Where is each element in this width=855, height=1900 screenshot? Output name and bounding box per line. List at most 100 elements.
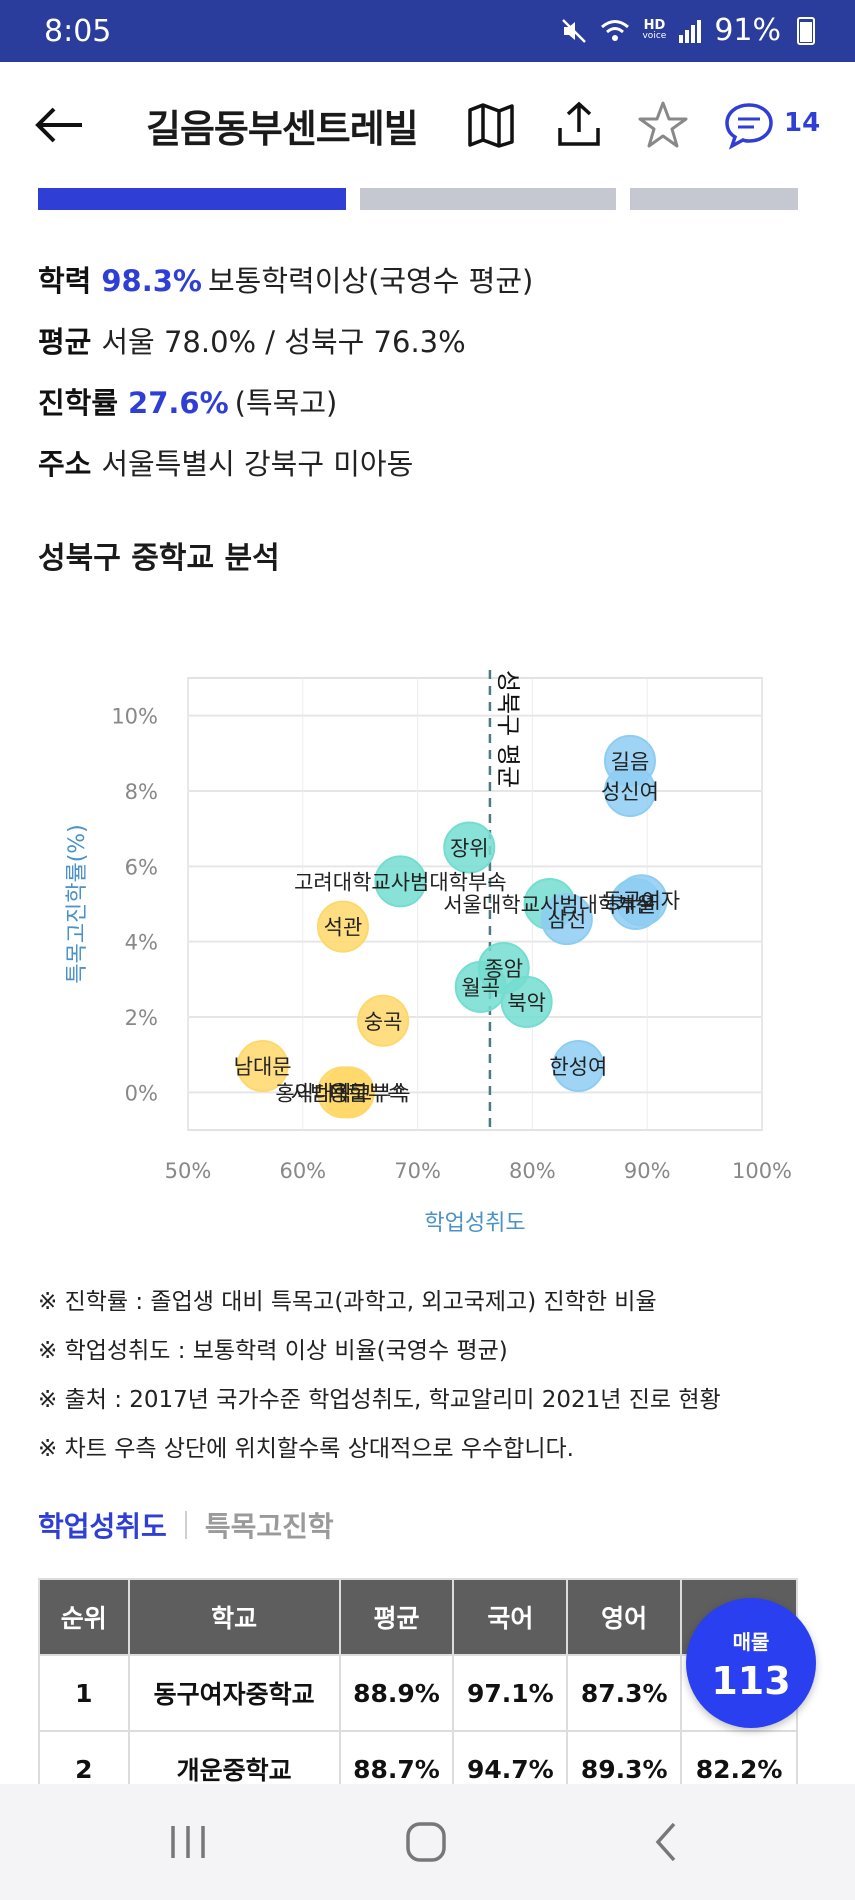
- header-korean: 국어: [452, 1578, 569, 1656]
- fab-label: 매물: [732, 1630, 770, 1654]
- info-academic: 학력 98.3% 보통학력이상(국영수 평균): [38, 258, 533, 300]
- data-point: [357, 994, 410, 1047]
- tab-special-school[interactable]: 특목고진학: [204, 1510, 334, 1543]
- fab-count: 113: [711, 1659, 791, 1703]
- data-point: [540, 893, 593, 946]
- info-admission-value: 27.6%: [128, 386, 229, 420]
- share-button[interactable]: [554, 100, 604, 150]
- home-icon: [406, 1822, 446, 1862]
- status-time: 8:05: [44, 14, 112, 49]
- favorite-button[interactable]: [638, 100, 688, 150]
- voice-label: voice: [642, 30, 667, 41]
- note-source: ※ 출처 : 2017년 국가수준 학업성취도, 학교알리미 2021년 진로 …: [38, 1387, 721, 1413]
- tab-separator: [184, 1511, 187, 1539]
- data-point-label: 월곡: [461, 976, 500, 1000]
- battery-icon: [797, 16, 815, 45]
- system-back-button[interactable]: [636, 1814, 696, 1870]
- data-point: [322, 1066, 375, 1119]
- info-address-key: 주소: [38, 447, 92, 481]
- data-point: [443, 821, 496, 874]
- comments-button[interactable]: [724, 100, 774, 150]
- data-point-label: 서울대학교사범대학부설: [443, 893, 656, 917]
- y-tick-label: 4%: [125, 931, 158, 955]
- x-tick-label: 100%: [732, 1159, 792, 1183]
- data-point-label: 북악: [507, 991, 546, 1015]
- tab-selected[interactable]: [38, 188, 346, 210]
- y-axis-label: 특목고진학률(%): [65, 824, 90, 984]
- data-point-label: 삼선: [548, 908, 587, 932]
- data-point-label: 숭곡: [364, 1010, 403, 1034]
- chevron-left-icon: [655, 1822, 676, 1862]
- info-academic-desc: 보통학력이상(국영수 평균): [207, 264, 534, 298]
- home-button[interactable]: [396, 1814, 456, 1870]
- table-header-row: 순위 학교 평균 국어 영어: [38, 1578, 798, 1656]
- x-tick-label: 60%: [279, 1159, 326, 1183]
- back-arrow-icon: [35, 107, 82, 143]
- note-chart-hint: ※ 차트 우측 상단에 위치할수록 상대적으로 우수합니다.: [38, 1436, 574, 1462]
- data-point-label: 동구여자: [603, 889, 680, 913]
- cell-average: 88.9%: [338, 1654, 455, 1732]
- info-average: 평균 서울 78.0% / 성북구 76.3%: [38, 319, 466, 361]
- info-academic-key: 학력: [38, 264, 92, 298]
- recent-apps-button[interactable]: [158, 1814, 218, 1870]
- info-average-desc: 서울 78.0% / 성북구 76.3%: [101, 325, 466, 359]
- y-tick-label: 10%: [111, 705, 158, 729]
- x-axis-label: 학업성취도: [424, 1211, 525, 1236]
- data-point-label: 한성여: [549, 1055, 607, 1079]
- data-point-label: 홍익대학교부속: [275, 1081, 410, 1105]
- status-icons: HD voice 91%: [560, 13, 815, 48]
- data-point-label: 성신여: [601, 780, 659, 804]
- data-point-label: 종암: [484, 957, 523, 981]
- system-nav-bar: [0, 1784, 855, 1900]
- hd-label: HD: [643, 17, 666, 33]
- listings-fab-button[interactable]: 매물 113: [686, 1598, 816, 1728]
- mute-icon: [560, 17, 588, 45]
- hd-voice-icon: HD voice: [642, 17, 667, 42]
- info-admission: 진학률 27.6% (특목고): [38, 380, 337, 422]
- signal-icon: [678, 19, 702, 43]
- note-admission: ※ 진학률 : 졸업생 대비 특목고(과학고, 외고국제고) 진학한 비율: [38, 1289, 657, 1315]
- header-rank: 순위: [38, 1578, 130, 1656]
- header-average: 평균: [338, 1578, 455, 1656]
- tab-second[interactable]: [360, 188, 616, 210]
- info-address: 주소 서울특별시 강북구 미아동: [38, 441, 413, 483]
- y-tick-label: 2%: [125, 1006, 158, 1030]
- tab-third[interactable]: [630, 188, 798, 210]
- data-point: [552, 1039, 605, 1092]
- share-icon: [558, 101, 600, 146]
- data-point-label: 길음: [611, 750, 650, 774]
- map-icon: [468, 103, 514, 148]
- y-tick-label: 8%: [125, 780, 158, 804]
- data-point-label: 고려대학교사범대학부속: [294, 870, 507, 894]
- info-admission-desc: (특목고): [234, 386, 338, 420]
- data-point: [316, 900, 369, 953]
- comment-icon: [725, 103, 773, 150]
- table-row[interactable]: 1 동구여자중학교 88.9% 97.1% 87.3%: [38, 1654, 798, 1732]
- info-admission-key: 진학률: [38, 386, 119, 420]
- info-average-key: 평균: [38, 325, 92, 359]
- data-point-label: 석관: [324, 916, 363, 940]
- section-title: 성북구 중학교 분석: [38, 541, 280, 576]
- tab-achievement[interactable]: 학업성취도: [38, 1510, 167, 1543]
- data-point-label: 남대문: [234, 1055, 292, 1079]
- app-header: 길음동부센트레빌 14: [0, 62, 855, 188]
- data-point-label: 용문: [329, 1081, 368, 1105]
- header-english: 영어: [566, 1578, 683, 1656]
- y-tick-label: 0%: [125, 1081, 158, 1105]
- cell-rank: 1: [38, 1654, 130, 1732]
- data-point: [609, 878, 662, 930]
- data-point-label: 사범대학부속: [291, 1081, 407, 1105]
- wifi-icon: [600, 18, 630, 44]
- back-button[interactable]: [34, 100, 86, 150]
- data-point-label: 장위: [450, 837, 489, 861]
- x-tick-label: 70%: [394, 1159, 441, 1183]
- data-point: [603, 765, 656, 817]
- data-point: [500, 975, 553, 1028]
- star-icon: [638, 101, 688, 148]
- data-point: [374, 855, 427, 908]
- x-tick-label: 90%: [624, 1159, 671, 1183]
- cell-english: 87.3%: [566, 1654, 683, 1732]
- header-school: 학교: [127, 1578, 341, 1656]
- recent-apps-icon: [171, 1826, 205, 1858]
- map-button[interactable]: [466, 100, 516, 150]
